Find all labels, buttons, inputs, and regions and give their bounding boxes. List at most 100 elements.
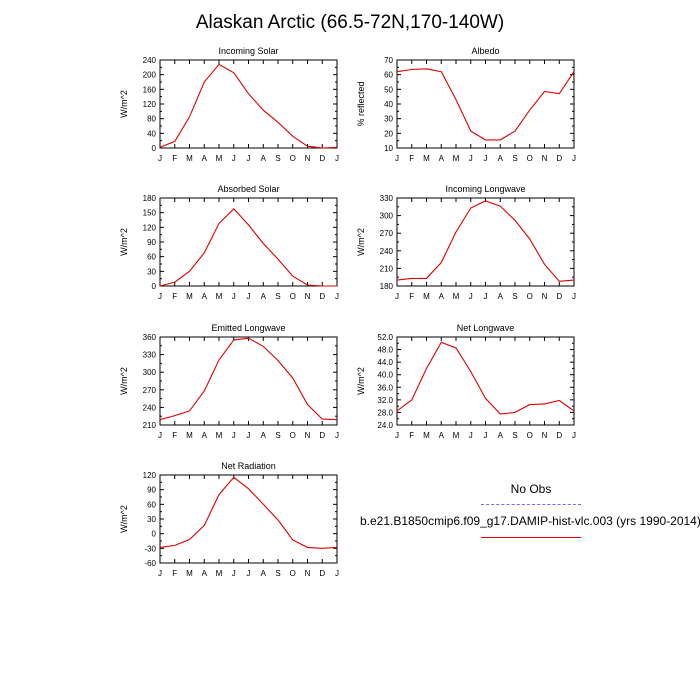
y-tick-label: 48.0 xyxy=(377,346,393,355)
data-point xyxy=(336,547,337,548)
x-tick-label: J xyxy=(158,569,162,578)
x-tick-label: A xyxy=(202,154,208,163)
y-tick-label: 32.0 xyxy=(377,396,393,405)
x-tick-label: J xyxy=(158,431,162,440)
x-tick-label: N xyxy=(305,569,311,578)
panel-title: Incoming Solar xyxy=(218,46,278,56)
series-line xyxy=(159,476,338,549)
x-tick-label: A xyxy=(202,569,208,578)
y-tick-label: 36.0 xyxy=(377,383,393,392)
data-point xyxy=(544,403,545,404)
panel-title: Net Radiation xyxy=(221,461,276,471)
data-point xyxy=(529,404,530,405)
x-tick-label: N xyxy=(542,431,548,440)
data-point xyxy=(204,525,205,526)
panel-title: Incoming Longwave xyxy=(445,184,525,194)
x-tick-label: A xyxy=(202,292,208,301)
data-point xyxy=(263,110,264,111)
series-line xyxy=(396,68,575,141)
x-tick-label: S xyxy=(512,292,517,301)
x-tick-label: O xyxy=(290,569,296,578)
y-tick-label: 120 xyxy=(143,100,157,109)
x-tick-label: F xyxy=(172,154,177,163)
x-tick-label: N xyxy=(542,292,548,301)
data-point xyxy=(189,539,190,540)
data-point xyxy=(218,223,219,224)
data-point xyxy=(233,339,234,340)
x-tick-label: A xyxy=(498,292,504,301)
y-tick-label: 0 xyxy=(152,282,157,291)
y-axis-label: W/m^2 xyxy=(119,367,129,395)
y-tick-label: 40 xyxy=(384,100,393,109)
x-tick-label: D xyxy=(319,292,325,301)
y-tick-label: 240 xyxy=(380,247,394,256)
series-line xyxy=(159,208,337,287)
x-tick-label: J xyxy=(572,292,576,301)
x-tick-label: A xyxy=(261,431,267,440)
panel-title: Absorbed Solar xyxy=(217,184,279,194)
data-point xyxy=(174,281,175,282)
x-tick-label: J xyxy=(572,431,576,440)
y-tick-label: 240 xyxy=(143,56,157,65)
y-tick-label: 44.0 xyxy=(377,358,393,367)
x-tick-label: J xyxy=(469,292,473,301)
data-point xyxy=(174,545,175,546)
data-point xyxy=(248,488,249,489)
data-point xyxy=(322,419,323,420)
y-axis-label: W/m^2 xyxy=(119,90,129,118)
data-point xyxy=(336,285,337,286)
y-tick-label: 300 xyxy=(380,212,394,221)
plot-frame xyxy=(396,336,575,426)
legend-model-label: b.e21.B1850cmip6.f09_g17.DAMIP-hist-vlc.… xyxy=(360,514,700,528)
x-tick-label: M xyxy=(453,431,460,440)
x-tick-label: J xyxy=(335,431,339,440)
y-axis-label: W/m^2 xyxy=(356,228,366,256)
x-tick-label: M xyxy=(216,431,223,440)
y-tick-label: 60 xyxy=(147,500,156,509)
data-point xyxy=(426,278,427,279)
data-point xyxy=(218,359,219,360)
x-tick-label: A xyxy=(498,154,504,163)
data-point xyxy=(514,412,515,413)
data-point xyxy=(277,519,278,520)
x-tick-label: M xyxy=(186,431,193,440)
x-tick-label: M xyxy=(216,292,223,301)
x-tick-label: F xyxy=(409,431,414,440)
y-tick-label: 10 xyxy=(384,144,393,153)
x-tick-label: J xyxy=(484,431,488,440)
x-tick-label: O xyxy=(527,431,533,440)
y-tick-label: 270 xyxy=(143,386,157,395)
x-tick-label: M xyxy=(216,154,223,163)
x-tick-label: D xyxy=(319,431,325,440)
x-tick-label: M xyxy=(423,154,430,163)
data-point xyxy=(204,252,205,253)
data-point xyxy=(307,547,308,548)
plot-frame xyxy=(396,197,575,287)
y-tick-label: 160 xyxy=(143,85,157,94)
data-point xyxy=(189,271,190,272)
data-point xyxy=(411,69,412,70)
x-tick-label: F xyxy=(409,154,414,163)
data-point xyxy=(485,200,486,201)
data-point xyxy=(500,139,501,140)
x-tick-label: N xyxy=(305,431,311,440)
x-tick-label: A xyxy=(439,292,445,301)
data-point xyxy=(277,122,278,123)
data-point xyxy=(485,139,486,140)
plot-frame xyxy=(159,59,338,149)
x-tick-label: A xyxy=(261,154,267,163)
y-tick-label: 330 xyxy=(143,351,157,360)
y-tick-label: 24.0 xyxy=(377,421,393,430)
x-tick-label: D xyxy=(556,154,562,163)
data-point xyxy=(559,281,560,282)
legend-obs-label: No Obs xyxy=(510,482,552,496)
data-point xyxy=(470,371,471,372)
panel-3: J F M A M J J A S O N D J180210240270300330Incoming … xyxy=(356,184,576,301)
x-tick-label: J xyxy=(247,154,251,163)
data-point xyxy=(500,206,501,207)
data-point xyxy=(189,410,190,411)
y-tick-label: 52.0 xyxy=(377,333,393,342)
